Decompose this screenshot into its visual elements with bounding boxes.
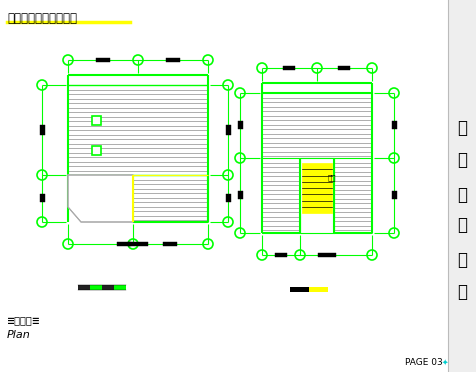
Bar — [117, 242, 131, 246]
Bar — [338, 66, 350, 70]
Bar — [226, 125, 230, 135]
Bar — [91, 115, 100, 125]
Bar — [166, 58, 180, 62]
Text: 计: 计 — [457, 283, 467, 301]
Bar — [334, 158, 372, 233]
Text: Plan: Plan — [7, 330, 31, 340]
Bar — [128, 242, 148, 246]
Polygon shape — [68, 175, 133, 222]
Bar — [96, 58, 110, 62]
Bar — [133, 175, 208, 222]
Bar — [318, 253, 336, 257]
Bar — [163, 242, 177, 246]
Bar — [102, 285, 114, 290]
Text: 设: 设 — [457, 251, 467, 269]
Bar — [68, 85, 208, 175]
Bar — [238, 191, 242, 199]
Bar — [90, 285, 102, 290]
Bar — [290, 287, 309, 292]
Bar — [275, 253, 287, 257]
Bar — [238, 121, 242, 129]
Bar — [262, 158, 300, 233]
Text: ≡平面图≡: ≡平面图≡ — [7, 315, 41, 325]
Text: 镇: 镇 — [457, 151, 467, 169]
Text: 宅: 宅 — [457, 216, 467, 234]
Bar — [391, 191, 397, 199]
Text: ✦: ✦ — [442, 358, 448, 367]
Bar — [448, 0, 476, 372]
Text: 村: 村 — [457, 119, 467, 137]
Bar — [78, 285, 90, 290]
Bar — [300, 158, 334, 233]
Bar — [40, 125, 44, 135]
Bar — [114, 285, 126, 290]
Bar — [91, 145, 100, 154]
Bar — [391, 121, 397, 129]
Text: 卧室: 卧室 — [328, 175, 336, 181]
Bar — [309, 287, 328, 292]
Bar — [40, 194, 44, 202]
Bar — [226, 194, 230, 202]
Text: 种植专业户的小康之家: 种植专业户的小康之家 — [7, 12, 77, 25]
Bar — [302, 163, 332, 213]
Text: PAGE 03: PAGE 03 — [405, 358, 443, 367]
Text: 住: 住 — [457, 186, 467, 204]
Bar — [283, 66, 295, 70]
